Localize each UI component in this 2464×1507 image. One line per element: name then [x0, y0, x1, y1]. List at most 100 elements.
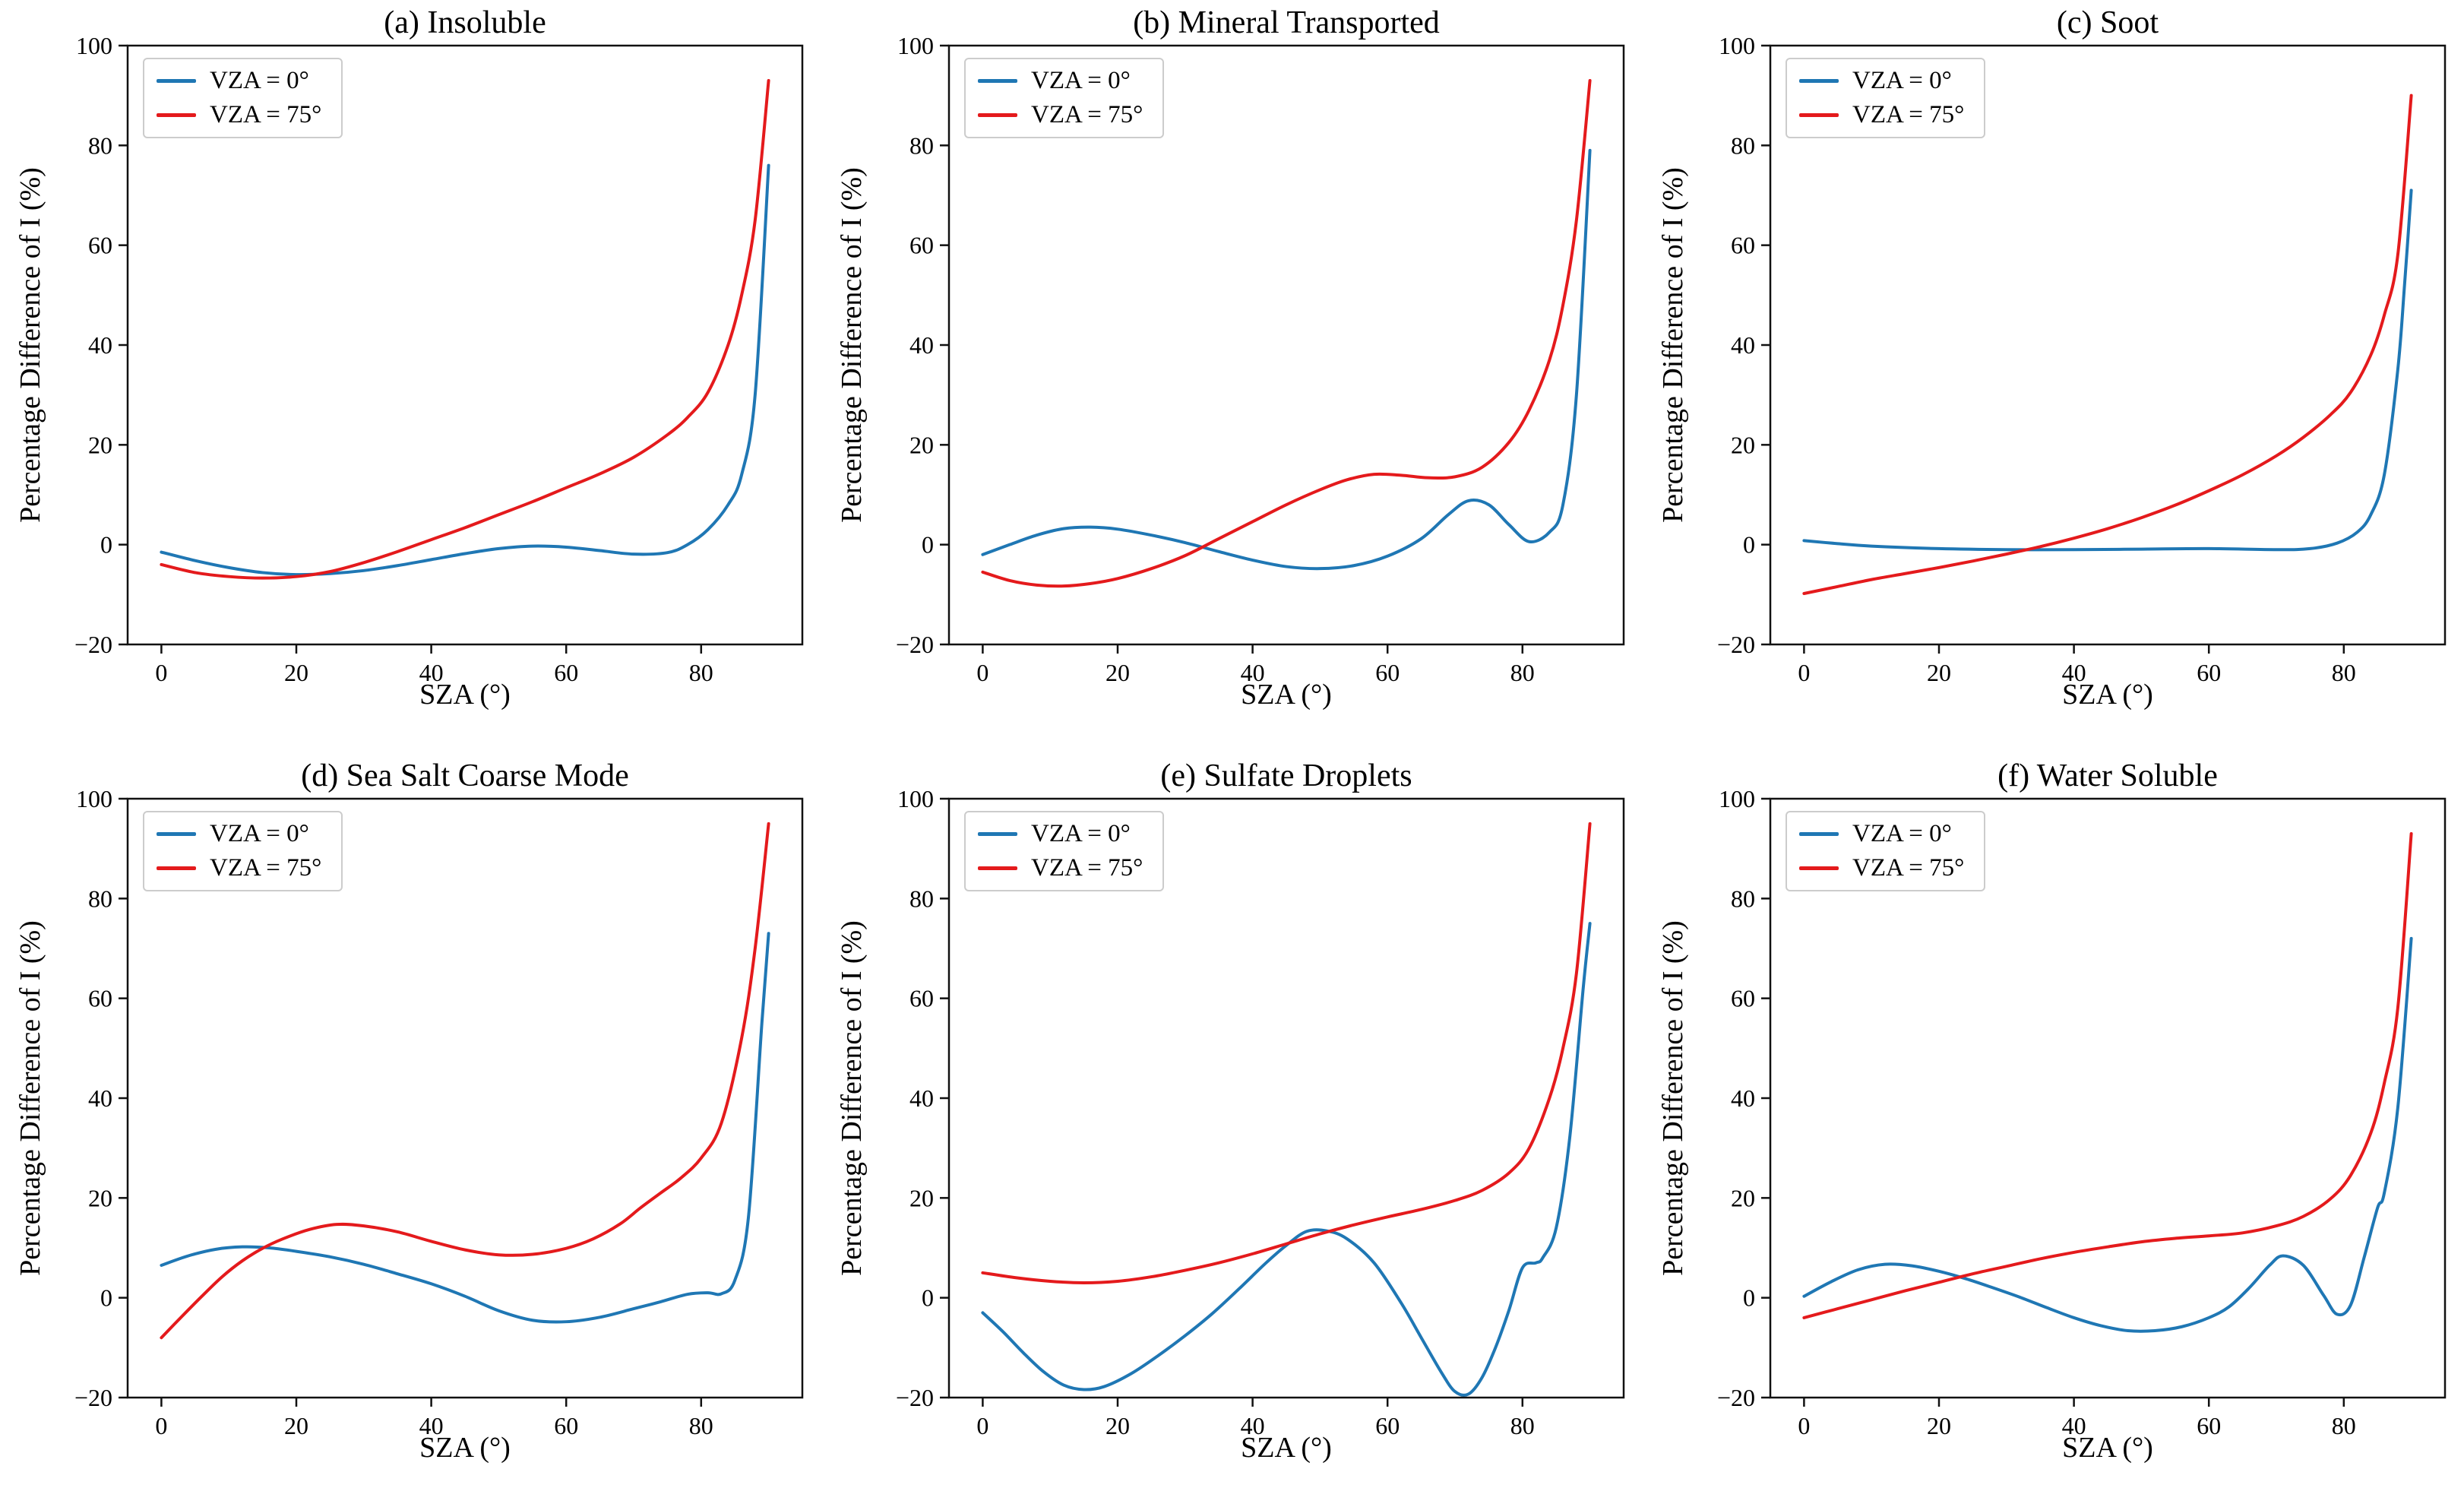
- legend-label-vza75: VZA = 75°: [1031, 101, 1143, 128]
- svg-text:0: 0: [100, 531, 112, 559]
- panel-b-mineral-transported: 0 20 40 60 80 −20 0 20 40 60 80 100 (b) Mineral Tra…: [821, 0, 1643, 753]
- svg-text:0: 0: [976, 1412, 988, 1439]
- plot-canvas-f: 0 20 40 60 80 −20 0 20 40 60 80 100: [1717, 785, 2447, 1439]
- svg-text:40: 40: [419, 659, 444, 686]
- svg-text:40: 40: [1241, 659, 1265, 686]
- svg-text:100: 100: [1719, 32, 1755, 59]
- legend-item-vza75: VZA = 75°: [157, 101, 321, 129]
- legend-item-vza75: VZA = 75°: [1799, 854, 1964, 882]
- legend: VZA = 0° VZA = 75°: [143, 58, 343, 138]
- svg-text:0: 0: [922, 531, 934, 559]
- x-axis-label: SZA (°): [2062, 1432, 2153, 1464]
- svg-text:80: 80: [689, 1412, 713, 1439]
- legend: VZA = 0° VZA = 75°: [964, 58, 1165, 138]
- legend-item-vza0: VZA = 0°: [1799, 820, 1964, 848]
- legend: VZA = 0° VZA = 75°: [1786, 58, 1986, 138]
- legend-label-vza75: VZA = 75°: [1852, 854, 1965, 882]
- svg-text:40: 40: [2062, 1412, 2086, 1439]
- legend-label-vza0: VZA = 0°: [210, 67, 309, 94]
- legend-label-vza0: VZA = 0°: [1852, 67, 1952, 94]
- svg-text:−20: −20: [1717, 1384, 1755, 1411]
- svg-text:0: 0: [155, 659, 167, 686]
- svg-text:60: 60: [2197, 1412, 2221, 1439]
- svg-text:20: 20: [1731, 1184, 1755, 1211]
- svg-text:20: 20: [284, 659, 308, 686]
- svg-text:40: 40: [1731, 1084, 1755, 1112]
- legend-line-blue-icon: [1799, 832, 1839, 836]
- y-axis-label: Percentage Difference of I (%): [14, 920, 46, 1276]
- svg-text:0: 0: [1743, 1284, 1755, 1312]
- x-axis-label: SZA (°): [419, 1432, 511, 1464]
- legend-label-vza75: VZA = 75°: [1031, 854, 1143, 882]
- plot-canvas-d: 0 20 40 60 80 −20 0 20 40 60 80 100: [74, 785, 804, 1439]
- svg-text:60: 60: [88, 232, 112, 259]
- svg-text:80: 80: [1510, 1412, 1535, 1439]
- legend: VZA = 0° VZA = 75°: [1786, 811, 1986, 891]
- svg-text:0: 0: [100, 1284, 112, 1312]
- legend-line-red-icon: [1799, 113, 1839, 117]
- svg-text:40: 40: [1731, 331, 1755, 359]
- y-axis-label: Percentage Difference of I (%): [14, 167, 46, 523]
- svg-text:−20: −20: [74, 631, 112, 658]
- legend-label-vza0: VZA = 0°: [1852, 820, 1952, 847]
- y-axis-label: Percentage Difference of I (%): [1657, 167, 1689, 523]
- svg-text:60: 60: [1375, 1412, 1400, 1439]
- svg-text:−20: −20: [896, 1384, 934, 1411]
- svg-text:100: 100: [76, 785, 112, 812]
- svg-text:100: 100: [76, 32, 112, 59]
- panel-a-insoluble: 0 20 40 60 80 −20 0 20 40 60 80 100 (a) Insoluble P…: [0, 0, 821, 753]
- x-axis-label: SZA (°): [2062, 679, 2153, 711]
- legend-label-vza75: VZA = 75°: [1852, 101, 1965, 128]
- panel-title: (f) Water Soluble: [1997, 758, 2218, 793]
- svg-text:80: 80: [1731, 131, 1755, 159]
- legend-line-blue-icon: [1799, 79, 1839, 83]
- svg-text:100: 100: [897, 32, 934, 59]
- panel-title: (b) Mineral Transported: [1133, 5, 1440, 40]
- legend-item-vza0: VZA = 0°: [157, 820, 321, 848]
- legend-line-blue-icon: [978, 832, 1017, 836]
- plot-canvas-c: 0 20 40 60 80 −20 0 20 40 60 80 100: [1717, 32, 2447, 686]
- svg-text:40: 40: [1241, 1412, 1265, 1439]
- svg-text:20: 20: [88, 431, 112, 458]
- svg-text:−20: −20: [1717, 631, 1755, 658]
- svg-text:80: 80: [2332, 1412, 2356, 1439]
- legend-label-vza0: VZA = 0°: [210, 820, 309, 847]
- panel-e-sulfate-droplets: 0 20 40 60 80 −20 0 20 40 60 80 100 (e) Sulfate Dro…: [821, 753, 1643, 1506]
- panel-title: (d) Sea Salt Coarse Mode: [301, 758, 629, 793]
- legend-line-blue-icon: [157, 832, 196, 836]
- svg-text:0: 0: [155, 1412, 167, 1439]
- svg-text:20: 20: [88, 1184, 112, 1211]
- svg-text:100: 100: [1719, 785, 1755, 812]
- svg-text:60: 60: [909, 985, 934, 1012]
- svg-text:0: 0: [976, 659, 988, 686]
- panel-f-water-soluble: 0 20 40 60 80 −20 0 20 40 60 80 100 (f) Water Solub…: [1643, 753, 2464, 1506]
- svg-text:80: 80: [689, 659, 713, 686]
- legend: VZA = 0° VZA = 75°: [964, 811, 1165, 891]
- svg-text:60: 60: [1731, 985, 1755, 1012]
- panel-c-soot: 0 20 40 60 80 −20 0 20 40 60 80 100 (c) Soot Percen…: [1643, 0, 2464, 753]
- svg-text:40: 40: [909, 331, 934, 359]
- svg-text:80: 80: [2332, 659, 2356, 686]
- svg-text:80: 80: [1731, 885, 1755, 912]
- svg-text:60: 60: [88, 985, 112, 1012]
- panel-title: (c) Soot: [2056, 5, 2159, 40]
- legend-item-vza75: VZA = 75°: [978, 101, 1143, 129]
- svg-text:20: 20: [1105, 1412, 1130, 1439]
- svg-text:0: 0: [1798, 659, 1810, 686]
- svg-text:20: 20: [909, 431, 934, 458]
- legend-line-red-icon: [157, 866, 196, 870]
- legend-label-vza0: VZA = 0°: [1031, 820, 1131, 847]
- legend-item-vza75: VZA = 75°: [157, 854, 321, 882]
- svg-text:40: 40: [2062, 659, 2086, 686]
- svg-text:80: 80: [88, 885, 112, 912]
- legend: VZA = 0° VZA = 75°: [143, 811, 343, 891]
- svg-text:80: 80: [909, 131, 934, 159]
- legend-item-vza0: VZA = 0°: [1799, 67, 1964, 95]
- legend-line-red-icon: [157, 113, 196, 117]
- x-axis-label: SZA (°): [1241, 1432, 1332, 1464]
- y-axis-label: Percentage Difference of I (%): [1657, 920, 1689, 1276]
- svg-text:60: 60: [2197, 659, 2221, 686]
- svg-text:60: 60: [554, 659, 578, 686]
- svg-text:100: 100: [897, 785, 934, 812]
